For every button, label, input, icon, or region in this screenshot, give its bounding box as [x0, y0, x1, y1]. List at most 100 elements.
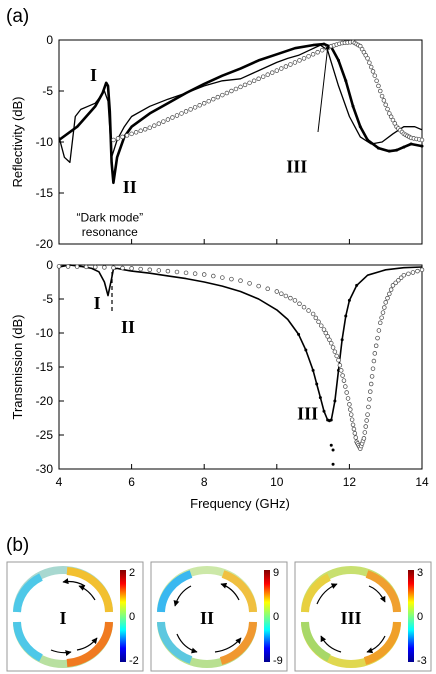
data-point — [368, 381, 374, 387]
current-arrow — [214, 637, 242, 653]
data-point — [338, 368, 344, 373]
ring-top-arc-left — [157, 570, 193, 613]
data-point — [274, 68, 280, 73]
data-point — [347, 402, 352, 407]
data-point — [325, 334, 330, 339]
data-point — [355, 283, 359, 287]
data-point — [229, 88, 234, 94]
x-tick-label: 6 — [128, 475, 135, 489]
field-map-label: III — [340, 608, 361, 628]
data-point — [288, 295, 293, 301]
data-point — [183, 109, 189, 114]
annotation-label: III — [297, 403, 318, 423]
panel-label-a: (a) — [6, 6, 29, 27]
data-point — [337, 58, 341, 62]
annotation-label: II — [123, 177, 137, 197]
peak-iii-arrow — [317, 44, 330, 133]
current-arrow — [366, 635, 386, 654]
y-tick-label: 0 — [46, 33, 53, 47]
y-tick-label: -5 — [42, 292, 53, 306]
data-point — [297, 58, 302, 63]
data-point — [368, 389, 373, 394]
panel-label-b: (b) — [6, 535, 29, 556]
data-point — [174, 113, 180, 118]
data-point — [247, 80, 252, 86]
data-point — [188, 107, 193, 112]
data-point — [387, 149, 391, 153]
x-tick-label: 4 — [56, 475, 63, 489]
data-point — [390, 117, 396, 123]
data-point — [206, 98, 211, 104]
data-point — [315, 382, 319, 386]
data-point — [316, 319, 321, 325]
data-point — [396, 278, 401, 283]
x-tick-label: 14 — [415, 475, 429, 489]
data-point — [247, 281, 252, 286]
data-point — [115, 136, 121, 141]
data-point — [310, 52, 316, 57]
data-point — [129, 266, 134, 271]
y-tick-label: -5 — [42, 84, 53, 98]
data-point — [301, 56, 307, 61]
data-point — [220, 92, 225, 98]
data-point — [319, 47, 325, 53]
data-point — [409, 142, 413, 146]
data-point — [120, 265, 125, 271]
data-point — [376, 146, 380, 150]
colorbar — [264, 570, 270, 662]
data-point — [392, 121, 398, 126]
data-point — [366, 138, 370, 142]
data-point — [385, 295, 390, 301]
colorbar-tick-min: -9 — [273, 655, 283, 667]
data-point — [111, 137, 116, 143]
data-point — [379, 93, 385, 99]
data-point — [385, 106, 390, 112]
ring-bottom-arc-left — [157, 621, 193, 664]
data-point — [387, 111, 392, 116]
ring-top-arc-right — [221, 570, 257, 613]
data-point — [315, 49, 320, 55]
data-point — [347, 298, 351, 302]
data-point — [147, 125, 153, 130]
field-map-label: I — [59, 608, 66, 628]
data-point — [310, 311, 316, 317]
y-tick-label: -10 — [36, 135, 54, 149]
data-point — [65, 264, 71, 269]
data-point — [379, 315, 384, 320]
data-point — [165, 117, 171, 122]
y-tick-label: -25 — [36, 428, 54, 442]
data-point — [161, 119, 166, 124]
colorbar-tick-max: 9 — [273, 567, 279, 579]
data-point — [351, 104, 355, 108]
transmission-ylabel: Transmission (dB) — [10, 315, 25, 420]
data-point — [344, 79, 348, 83]
y-tick-label: -15 — [36, 360, 54, 374]
transmission-plot-frame — [58, 264, 423, 470]
data-point — [201, 100, 207, 106]
data-point — [406, 271, 411, 277]
data-point — [371, 358, 377, 364]
colorbar-tick-min: -3 — [417, 655, 427, 667]
series-open-circles — [56, 264, 425, 451]
data-point — [313, 315, 319, 321]
data-point — [120, 134, 125, 140]
ring-bottom-arc-right — [363, 621, 401, 665]
annotation-label: III — [286, 157, 307, 177]
colorbar-tick-zero: 0 — [273, 611, 279, 623]
x-tick-label: 10 — [270, 475, 284, 489]
data-point — [344, 390, 349, 395]
data-point — [374, 78, 379, 84]
ring-top-arc-left — [13, 573, 43, 613]
data-point — [292, 60, 298, 65]
data-point — [270, 70, 275, 75]
data-point — [322, 409, 326, 413]
data-point — [301, 304, 307, 310]
data-point — [375, 335, 380, 341]
data-point — [367, 60, 372, 65]
ring-top-arc-right — [365, 570, 401, 613]
data-point — [378, 320, 383, 326]
colorbar — [408, 570, 414, 662]
y-tick-label: -30 — [36, 462, 54, 476]
